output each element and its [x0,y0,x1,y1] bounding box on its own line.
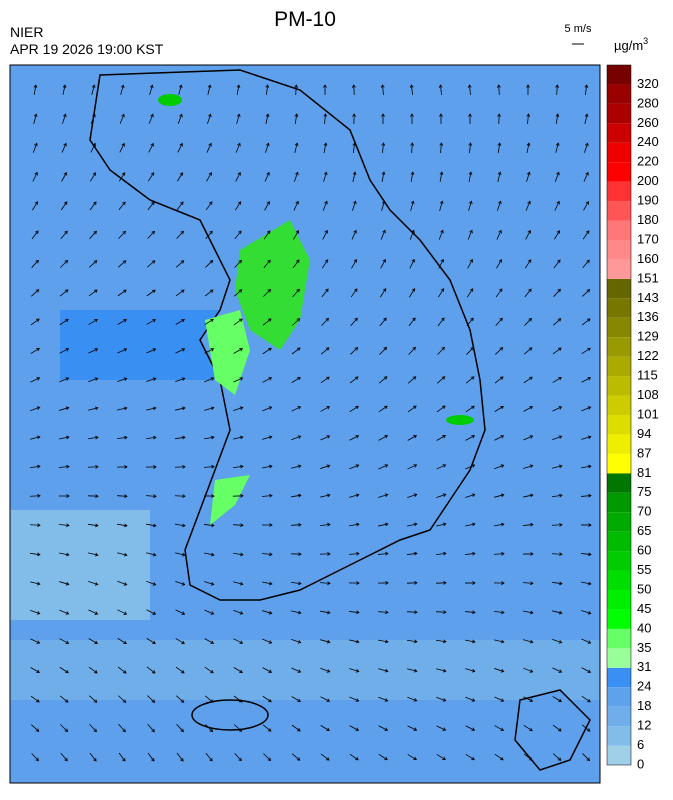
colorbar-segment [607,376,631,395]
colorbar: 0 6 12 18 24 31 35 40 45 50 55 60 65 70 75 81 87 94 101 108… [607,65,659,771]
colorbar-tick-label: 75 [637,484,651,499]
colorbar-segment [607,143,631,162]
colorbar-tick-label: 115 [637,368,658,383]
colorbar-segment [607,65,631,84]
colorbar-segment [607,512,631,531]
wind-arrow [296,85,297,95]
colorbar-segment [607,279,631,298]
colorbar-segment [607,201,631,220]
high-pm-patch [446,415,474,425]
unit-superscript: 3 [643,36,648,46]
colorbar-tick-label: 94 [637,426,651,441]
wind-arrow [175,496,185,497]
colorbar-segment [607,590,631,609]
colorbar-segment [607,746,631,765]
agency: NIER [10,24,43,40]
colorbar-segment [607,259,631,278]
unit: µg/m [614,38,643,53]
colorbar-tick-label: 40 [637,620,651,635]
colorbar-tick-label: 136 [637,309,659,324]
colorbar-tick-label: 320 [637,76,659,91]
colorbar-tick-label: 65 [637,523,651,538]
colorbar-tick-label: 60 [637,543,651,558]
colorbar-segment [607,162,631,181]
colorbar-segment [607,357,631,376]
jeju-island [192,700,268,730]
colorbar-tick-label: 18 [637,698,651,713]
low-area [10,640,600,700]
colorbar-tick-label: 35 [637,640,651,655]
colorbar-segment [607,648,631,667]
low-area [10,510,150,620]
colorbar-segment [607,493,631,512]
colorbar-tick-label: 151 [637,270,659,285]
colorbar-segment [607,337,631,356]
high-pm-patch [158,94,182,106]
unit-label: µg/m3 [614,36,648,53]
wind-scale-label: 5 m/s [565,23,592,35]
colorbar-segment [607,551,631,570]
colorbar-tick-label: 0 [637,756,644,771]
colorbar-tick-label: 180 [637,212,659,227]
colorbar-segment [607,182,631,201]
colorbar-tick-label: 280 [637,95,659,110]
colorbar-tick-label: 170 [637,231,659,246]
colorbar-segment [607,318,631,337]
colorbar-segment [607,434,631,453]
colorbar-tick-label: 260 [637,115,659,130]
wind-arrow [30,496,40,497]
map [10,65,600,783]
colorbar-segment [607,532,631,551]
colorbar-segment [607,84,631,103]
colorbar-tick-label: 31 [637,659,651,674]
colorbar-tick-label: 143 [637,290,659,305]
colorbar-segment [607,668,631,687]
title: PM-10 [274,8,336,31]
colorbar-segment [607,707,631,726]
colorbar-segment [607,104,631,123]
colorbar-tick-label: 24 [637,679,651,694]
colorbar-tick-label: 50 [637,581,651,596]
colorbar-segment [607,609,631,628]
timestamp: APR 19 2026 19:00 KST [10,41,164,57]
colorbar-segment [607,298,631,317]
colorbar-tick-label: 81 [637,465,651,480]
colorbar-segment [607,726,631,745]
wind-arrow [499,85,500,95]
colorbar-tick-label: 87 [637,445,651,460]
colorbar-tick-label: 200 [637,173,659,188]
colorbar-segment [607,221,631,240]
colorbar-segment [607,473,631,492]
wind-arrow [552,525,562,526]
colorbar-segment [607,687,631,706]
colorbar-tick-label: 70 [637,504,651,519]
colorbar-tick-label: 6 [637,737,644,752]
colorbar-segment [607,454,631,473]
colorbar-tick-label: 190 [637,193,659,208]
colorbar-tick-label: 122 [637,348,659,363]
colorbar-tick-label: 160 [637,251,659,266]
colorbar-tick-label: 129 [637,329,659,344]
colorbar-segment [607,396,631,415]
colorbar-segment [607,240,631,259]
colorbar-tick-label: 55 [637,562,651,577]
colorbar-tick-label: 108 [637,387,659,402]
colorbar-segment [607,629,631,648]
colorbar-tick-label: 240 [637,134,659,149]
colorbar-tick-label: 220 [637,154,659,169]
wind-arrow [88,467,98,468]
colorbar-segment [607,123,631,142]
colorbar-tick-label: 45 [637,601,651,616]
colorbar-tick-label: 12 [637,718,651,733]
colorbar-tick-label: 101 [637,406,659,421]
colorbar-segment [607,415,631,434]
colorbar-segment [607,571,631,590]
